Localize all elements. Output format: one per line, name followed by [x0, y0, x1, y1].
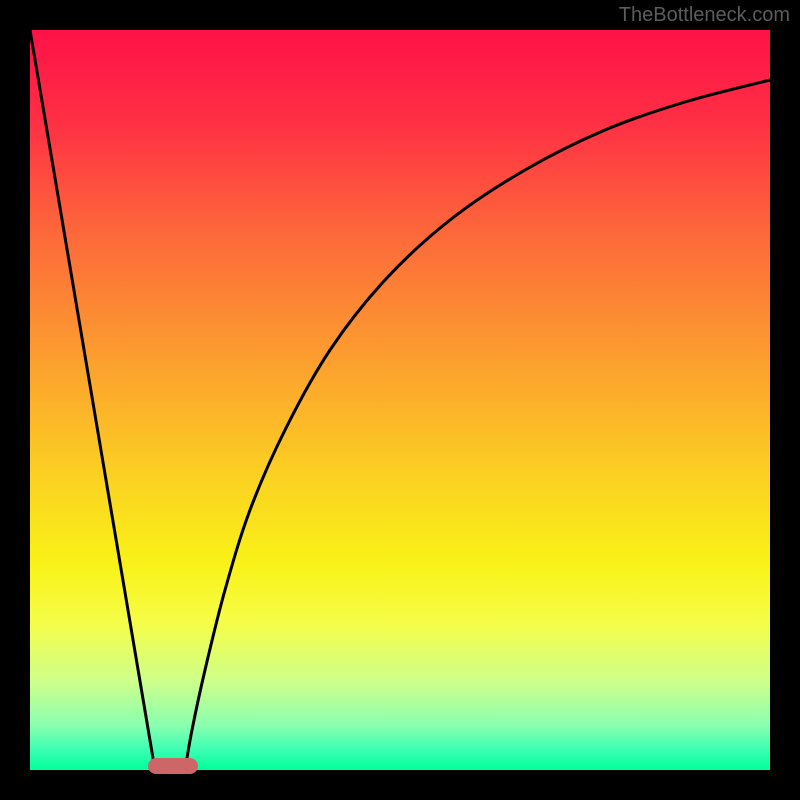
- right-asymptotic-curve: [185, 80, 770, 770]
- watermark-text: TheBottleneck.com: [619, 4, 790, 27]
- plot-area: [30, 30, 770, 770]
- left-v-line: [30, 30, 155, 770]
- curves-layer: [30, 30, 770, 770]
- sweet-spot-marker: [148, 758, 198, 774]
